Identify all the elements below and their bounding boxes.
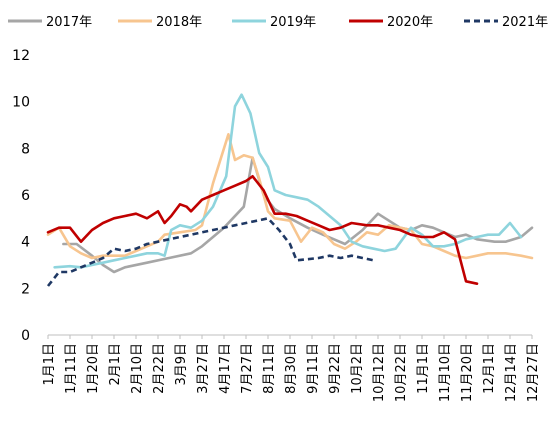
x-tick-label: 11月10日 <box>438 343 453 402</box>
x-tick-label: 11月20日 <box>460 343 475 402</box>
x-tick-label: 12月14日 <box>504 343 519 402</box>
legend-label: 2018年 <box>156 15 202 30</box>
x-tick-label: 10月22日 <box>394 343 409 402</box>
x-tick-label: 9月22日 <box>328 343 343 394</box>
x-tick-label: 8月11日 <box>262 343 277 394</box>
x-tick-label: 10月2日 <box>350 343 365 394</box>
x-tick-label: 7月27日 <box>240 343 255 394</box>
x-tick-label: 4月17日 <box>218 343 233 394</box>
x-tick-label: 3月9日 <box>174 343 189 386</box>
y-tick-label: 12 <box>12 48 30 64</box>
x-tick-label: 9月11日 <box>306 343 321 394</box>
x-tick-label: 2月22日 <box>152 343 167 394</box>
x-tick-label: 1月20日 <box>86 343 101 394</box>
x-tick-label: 2月10日 <box>130 343 145 394</box>
y-tick-label: 2 <box>21 281 30 297</box>
legend-label: 2017年 <box>46 15 92 30</box>
series-line-2017年 <box>62 156 534 274</box>
y-tick-label: 8 <box>21 141 30 157</box>
y-tick-label: 4 <box>21 235 30 251</box>
x-tick-label: 10月12日 <box>372 343 387 402</box>
x-tick-label: 12月1日 <box>482 343 497 394</box>
axes: 0 2 4 6 8 10 12 1月1日 1月11日 1月20日 2月1日 2月10日 2月22日 3月9… <box>12 48 541 402</box>
series-group <box>46 93 534 287</box>
series-line-2019年 <box>53 93 523 269</box>
x-tick-label: 11月1日 <box>416 343 431 394</box>
legend-label: 2020年 <box>387 15 433 30</box>
series-line-2021年 <box>46 217 374 287</box>
x-tick-label: 1月1日 <box>42 343 57 386</box>
legend-label: 2019年 <box>270 15 316 30</box>
y-tick-label: 6 <box>21 188 30 204</box>
x-tick-label: 8月30日 <box>284 343 299 394</box>
y-tick-label: 10 <box>12 95 30 111</box>
legend: 2017年 2018年 2019年 2020年 2021年 <box>8 15 548 30</box>
x-tick-label: 2月1日 <box>108 343 123 386</box>
legend-label: 2021年 <box>502 15 548 30</box>
y-tick-label: 0 <box>21 328 30 344</box>
series-line-2020年 <box>46 175 479 285</box>
x-tick-label: 3月27日 <box>196 343 211 394</box>
x-tick-label: 12月27日 <box>526 343 541 402</box>
x-tick-label: 1月11日 <box>64 343 79 394</box>
series-line-2018年 <box>46 133 534 260</box>
